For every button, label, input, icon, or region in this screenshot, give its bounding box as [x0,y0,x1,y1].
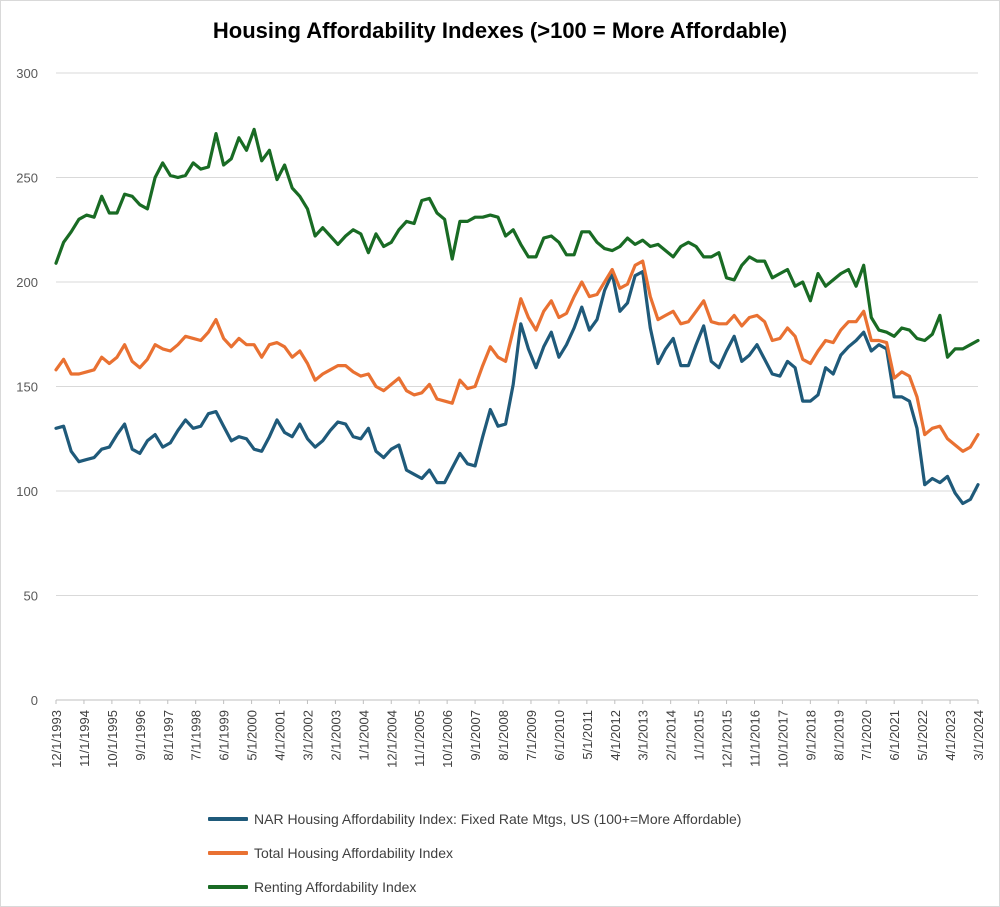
y-tick-label: 0 [31,693,38,708]
x-tick-label: 6/1/2021 [887,710,902,761]
x-tick-label: 10/1/2006 [440,710,455,768]
series-line-1 [54,270,980,506]
x-tick-label: 1/1/2004 [356,710,371,761]
legend-swatch [208,817,248,821]
x-tick-label: 11/1/2005 [412,710,427,767]
x-tick-label: 4/1/2023 [943,710,958,761]
legend-swatch [208,885,248,889]
x-tick-label: 7/1/2020 [859,710,874,761]
x-tick-label: 6/1/2010 [552,710,567,761]
legend-label: NAR Housing Affordability Index: Fixed R… [254,811,742,827]
x-tick-label: 6/1/1999 [217,710,232,761]
x-tick-label: 4/1/2001 [273,710,288,761]
x-tick-label: 8/1/2008 [496,710,511,761]
y-tick-label: 200 [16,275,38,290]
x-tick-label: 10/1/1995 [105,710,120,768]
x-tick-label: 5/1/2022 [915,710,930,761]
x-tick-label: 8/1/1997 [161,710,176,761]
x-tick-label: 10/1/2017 [775,710,790,768]
x-tick-label: 2/1/2014 [664,710,679,761]
x-tick-label: 7/1/1998 [189,710,204,761]
x-tick-label: 11/1/1994 [77,710,92,767]
x-tick-label: 12/1/1993 [49,710,64,768]
x-tick-label: 9/1/2018 [803,710,818,761]
y-tick-label: 300 [16,66,38,81]
x-tick-label: 5/1/2000 [245,710,260,761]
x-tick-label: 8/1/2019 [831,710,846,761]
x-tick-label: 2/1/2003 [328,710,343,761]
x-tick-label: 5/1/2011 [580,710,595,760]
x-tick-label: 12/1/2004 [384,710,399,768]
chart-title: Housing Affordability Indexes (>100 = Mo… [212,18,788,43]
y-tick-label: 150 [16,380,38,395]
legend-swatch [208,851,248,855]
chart-legend: NAR Housing Affordability Index: Fixed R… [208,802,741,904]
legend-item: Renting Affordability Index [208,870,741,904]
x-tick-label: 1/1/2015 [692,710,707,761]
x-tick-label: 9/1/1996 [133,710,148,761]
series-line-3 [54,127,980,359]
x-tick-label: 11/1/2016 [747,710,762,767]
legend-label: Renting Affordability Index [254,879,417,895]
x-tick-label: 4/1/2012 [608,710,623,761]
x-tick-label: 3/1/2024 [971,710,986,761]
series-line-2 [54,259,980,453]
legend-item: NAR Housing Affordability Index: Fixed R… [208,802,741,836]
legend-label: Total Housing Affordability Index [254,845,453,861]
y-tick-label: 250 [16,171,38,186]
x-tick-label: 7/1/2009 [524,710,539,761]
x-tick-label: 3/1/2013 [636,710,651,761]
x-tick-label: 12/1/2015 [720,710,735,768]
x-tick-label: 3/1/2002 [300,710,315,761]
y-tick-label: 50 [24,589,38,604]
x-tick-label: 9/1/2007 [468,710,483,761]
legend-item: Total Housing Affordability Index [208,836,741,870]
y-tick-label: 100 [16,484,38,499]
